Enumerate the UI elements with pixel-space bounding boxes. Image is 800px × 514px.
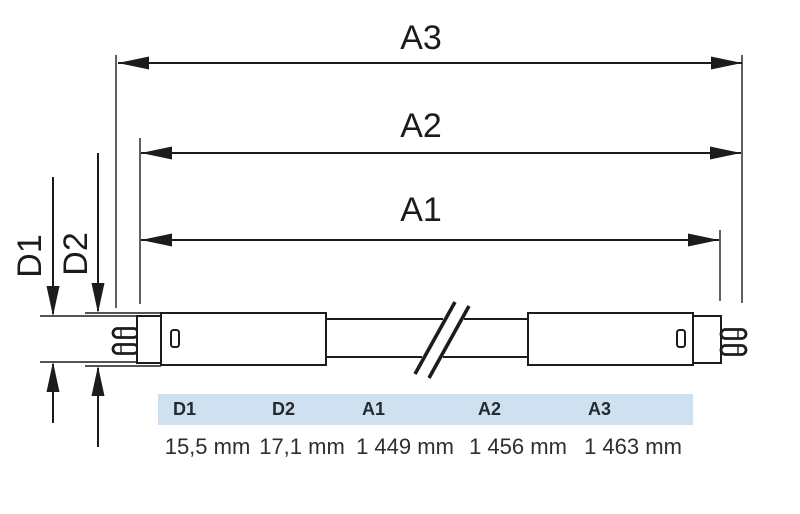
a2-dimension	[141, 146, 741, 160]
break-line-2	[427, 305, 471, 379]
arrowhead-up-icon	[91, 366, 105, 396]
arrowhead-right-icon	[688, 233, 719, 247]
arrowhead-left-icon	[141, 146, 172, 160]
arrowhead-left-icon	[118, 56, 149, 70]
right-pin-bottom	[719, 344, 748, 356]
table-value-a2: 1 456 mm	[469, 434, 567, 459]
arrowhead-left-icon	[141, 233, 172, 247]
dim-label-a3: A3	[400, 19, 442, 57]
right-cap-slot	[676, 329, 686, 348]
a1-dimension	[141, 233, 719, 247]
arrowhead-down-icon	[46, 286, 60, 316]
extension-lines	[40, 55, 743, 367]
right-cap-collar	[692, 315, 722, 364]
table-value-d2: 17,1 mm	[259, 434, 345, 459]
arrowhead-right-icon	[711, 56, 742, 70]
table-header-d1: D1	[173, 399, 197, 419]
arrowhead-down-icon	[91, 283, 105, 313]
dim-label-a1: A1	[400, 191, 442, 229]
left-cap-collar	[136, 315, 162, 364]
left-pin-top	[111, 327, 140, 339]
table-header-row: D1 D2 A1 A2 A3	[158, 394, 693, 425]
left-pin-bottom	[111, 343, 140, 355]
table-value-d1: 15,5 mm	[164, 434, 251, 459]
dim-label-d2: D2	[57, 232, 95, 276]
a3-dimension	[118, 56, 742, 70]
right-end-cap	[527, 312, 694, 366]
arrowhead-right-icon	[710, 146, 741, 160]
d2-dimension	[91, 153, 105, 447]
right-pin-top	[719, 328, 748, 340]
lamp	[111, 301, 748, 379]
table-value-row: 15,5 mm 17,1 mm 1 449 mm 1 456 mm 1 463 …	[158, 433, 693, 461]
table-header-d2: D2	[272, 399, 296, 419]
left-end-cap	[160, 312, 327, 366]
arrowhead-up-icon	[46, 362, 60, 392]
table-header-a3: A3	[588, 399, 612, 419]
d1-dimension	[46, 177, 60, 423]
dimensions-table: D1 D2 A1 A2 A3 15,5 mm 17,1 mm 1 449 mm …	[158, 394, 693, 461]
table-value-a3: 1 463 mm	[584, 434, 682, 459]
left-cap-slot	[170, 329, 180, 348]
dim-label-a2: A2	[400, 107, 442, 145]
dim-label-d1: D1	[11, 234, 49, 278]
table-value-a1: 1 449 mm	[356, 434, 454, 459]
table-header-a1: A1	[362, 399, 386, 419]
break-line-1	[413, 301, 457, 375]
table-header-a2: A2	[478, 399, 502, 419]
